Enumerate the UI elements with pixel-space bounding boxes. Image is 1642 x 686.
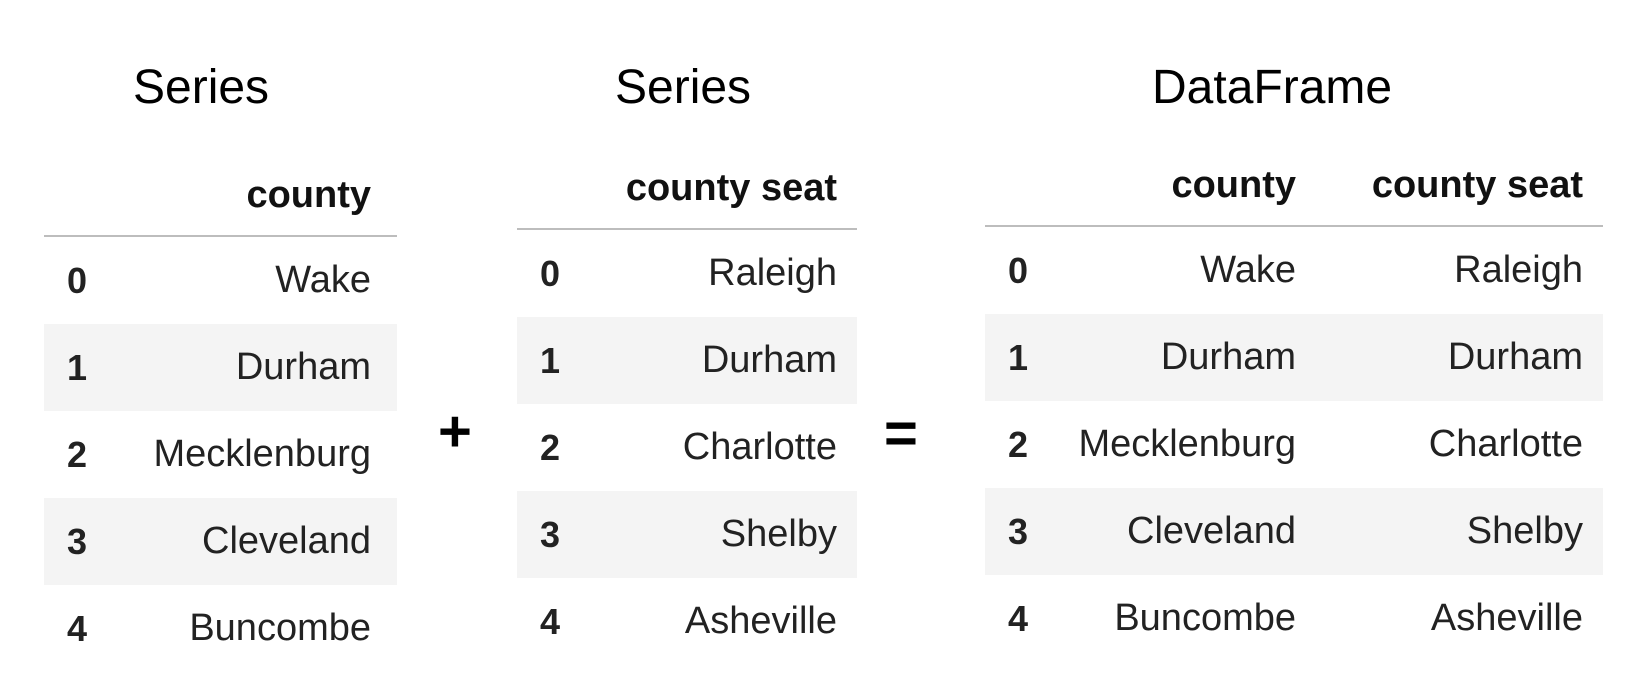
table-cell: Mecklenburg — [1078, 423, 1296, 465]
table-cell: Asheville — [1430, 597, 1583, 639]
table-row: 0 Wake Raleigh — [985, 227, 1603, 314]
table-row: 2 Mecklenburg Charlotte — [985, 401, 1603, 488]
row-index: 4 — [539, 600, 561, 642]
column-header-county: county — [246, 174, 371, 216]
row-index: 2 — [66, 433, 88, 475]
table-row: 4 Asheville — [517, 578, 857, 665]
table-row: 2 Charlotte — [517, 404, 857, 491]
table-row: 3 Cleveland Shelby — [985, 488, 1603, 575]
table-row: 0 Wake — [44, 237, 397, 324]
table-cell: Durham — [235, 346, 371, 388]
table-cell: Asheville — [684, 600, 837, 642]
table-header: county — [44, 155, 397, 237]
table-row: 3 Shelby — [517, 491, 857, 578]
row-index: 4 — [66, 607, 88, 649]
table-cell: Shelby — [1466, 510, 1583, 552]
table-cell: Shelby — [720, 513, 837, 555]
row-index: 1 — [66, 346, 88, 388]
row-index: 3 — [539, 513, 561, 555]
table-cell: Wake — [1200, 249, 1296, 291]
table-cell: Buncombe — [189, 607, 371, 649]
table-row: 2 Mecklenburg — [44, 411, 397, 498]
table-row: 3 Cleveland — [44, 498, 397, 585]
table-cell: Durham — [1447, 336, 1583, 378]
row-index: 0 — [66, 259, 88, 301]
row-index: 2 — [1007, 423, 1029, 465]
table-cell: Charlotte — [1428, 423, 1583, 465]
table-cell: Wake — [275, 259, 371, 301]
row-index: 3 — [1007, 510, 1029, 552]
table-cell: Buncombe — [1114, 597, 1296, 639]
plus-operator: + — [438, 399, 472, 464]
table-cell: Durham — [1160, 336, 1296, 378]
row-index: 0 — [1007, 249, 1029, 291]
table-header: county county seat — [985, 145, 1603, 227]
dataframe-table: county county seat 0 Wake Raleigh 1 Durh… — [985, 145, 1603, 662]
table-row: 0 Raleigh — [517, 230, 857, 317]
row-index: 1 — [1007, 336, 1029, 378]
row-index: 2 — [539, 426, 561, 468]
table-row: 1 Durham Durham — [985, 314, 1603, 401]
table-cell: Mecklenburg — [153, 433, 371, 475]
table-header: county seat — [517, 148, 857, 230]
middle-series-table: county seat 0 Raleigh 1 Durham 2 Charlot… — [517, 148, 857, 665]
column-header-county: county — [1171, 164, 1296, 206]
table-cell: Cleveland — [1127, 510, 1296, 552]
row-index: 3 — [66, 520, 88, 562]
table-row: 4 Buncombe — [44, 585, 397, 672]
table-cell: Raleigh — [708, 252, 837, 294]
table-row: 1 Durham — [517, 317, 857, 404]
table-row: 4 Buncombe Asheville — [985, 575, 1603, 662]
table-cell: Charlotte — [682, 426, 837, 468]
column-header-county-seat: county seat — [1371, 164, 1583, 206]
dataframe-title: DataFrame — [1152, 61, 1393, 114]
row-index: 1 — [539, 339, 561, 381]
table-cell: Cleveland — [202, 520, 371, 562]
left-series-title: Series — [133, 61, 270, 114]
table-cell: Raleigh — [1454, 249, 1583, 291]
table-row: 1 Durham — [44, 324, 397, 411]
equals-operator: = — [884, 401, 918, 466]
row-index: 0 — [539, 252, 561, 294]
left-series-table: county 0 Wake 1 Durham 2 Mecklenburg 3 C… — [44, 155, 397, 672]
column-header-county-seat: county seat — [625, 167, 837, 209]
table-cell: Durham — [701, 339, 837, 381]
row-index: 4 — [1007, 597, 1029, 639]
middle-series-title: Series — [615, 61, 752, 114]
